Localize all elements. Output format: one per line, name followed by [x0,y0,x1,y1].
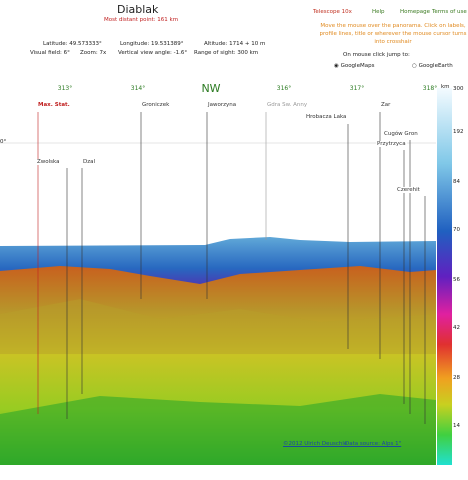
scale-unit: km [441,84,450,90]
panorama[interactable] [0,84,468,480]
jump-label: On mouse click jump to: [343,52,410,58]
compass-label: NW [201,82,221,95]
scale-label: 84 [453,179,460,185]
scale-label: 300 [453,86,464,92]
scale-label: 192 [453,129,464,135]
compass-label: 317° [349,85,365,92]
distance-scale [437,88,452,465]
instructions: Move the mouse over the panorama. Click … [319,23,467,45]
link[interactable]: Terms of use [432,9,467,15]
peak-label[interactable]: Przytrzyca [376,141,407,147]
compass-label: 316° [276,85,292,92]
info: Latitude: 49.573333° [43,41,102,47]
compass-label: 313° [57,85,73,92]
info: Zoom: 7x [80,50,107,56]
link[interactable]: Homepage [400,9,430,15]
peak-label[interactable]: Zar [380,102,392,108]
radio-label: GoogleMaps [340,63,375,69]
info: Range of sight: 300 km [194,50,259,56]
compass-label: 314° [130,85,146,92]
peak-label[interactable]: Groniczek [141,102,171,108]
scale-label: 28 [453,375,460,381]
footer-link[interactable]: ©2012 Ulrich Deuschle [283,441,348,447]
peak-label[interactable]: Zwolska [36,159,61,165]
scale-label: 70 [453,227,460,233]
scale-label: 14 [453,423,460,429]
title[interactable]: Diablak [117,3,159,16]
peak-label[interactable]: Czerehit [396,187,421,193]
radio[interactable]: ◉ GoogleMaps [334,63,375,69]
scale-label: 56 [453,277,460,283]
info: Altitude: 1714 + 10 m [204,41,266,47]
link[interactable]: Telescope 10x [313,9,352,15]
peak-label[interactable]: Gdra Sw. Anny [266,102,309,108]
link[interactable]: Help [372,9,385,15]
horizon-label: 0° [0,139,7,145]
peak-label[interactable]: Jaworzyna [207,102,238,108]
peak-label[interactable]: Max. Stat. [37,102,71,108]
peak-label[interactable]: Hrobacza Laka [305,114,348,120]
peak-label[interactable]: Cugów Gron [383,131,419,137]
radio[interactable]: ○ GoogleEarth [412,63,453,69]
footer-link[interactable]: Data source: Alps 1" [345,441,402,447]
scale-label: 42 [453,325,460,331]
info: Vertical view angle: -1.6° [118,50,188,56]
peak-label[interactable]: Dzal [82,159,97,165]
compass-label: 318° [422,85,438,92]
radio-label: GoogleEarth [418,63,453,69]
info: Longitude: 19.531389° [120,41,184,47]
subtitle: Most distant point: 161 km [104,17,179,23]
info: Visual field: 6° [30,50,70,56]
